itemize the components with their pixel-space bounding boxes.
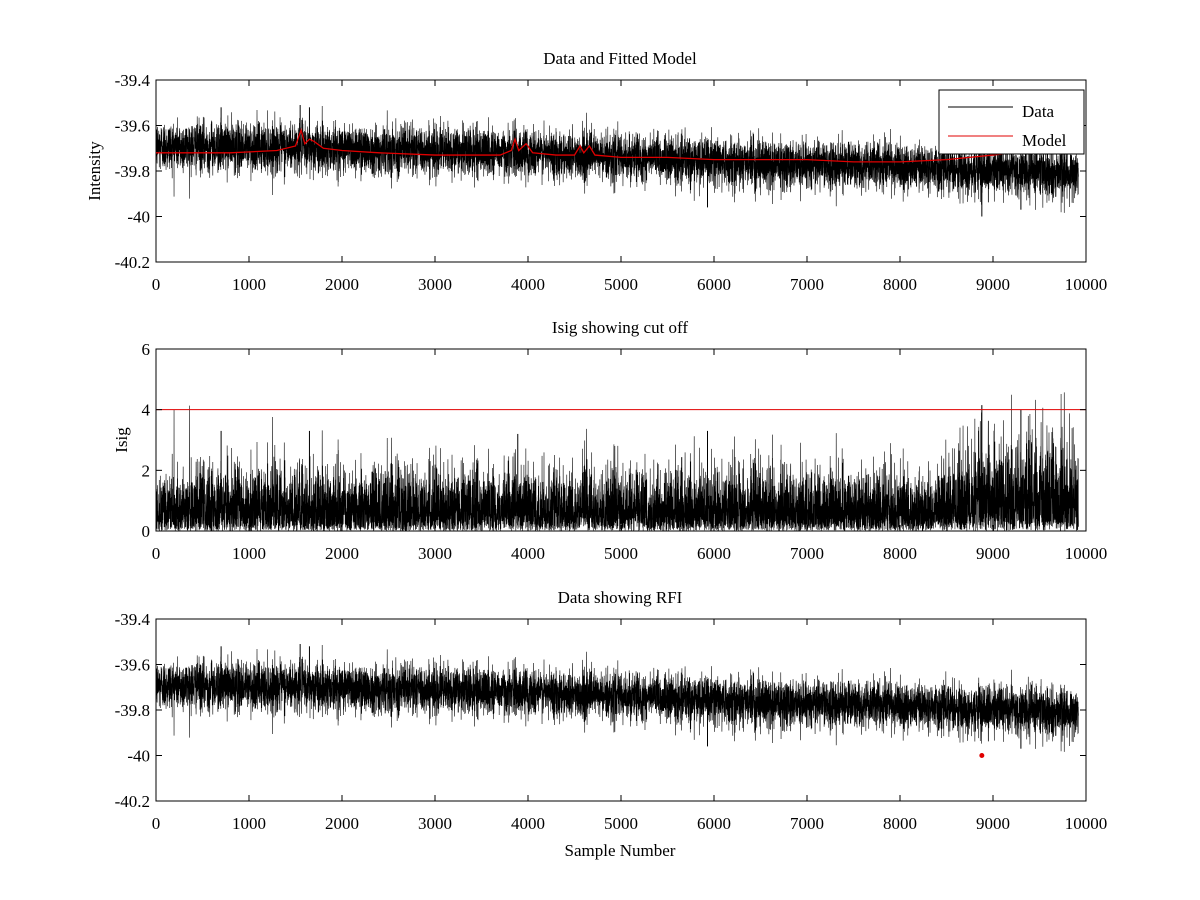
x-tick-label: 0 [152,814,161,833]
x-tick-label: 1000 [232,544,266,563]
y-tick-label: -39.6 [115,117,150,136]
plot-area: 0 1000 2000 3000 4000 5000 6000 7000 8000 9000 100… [115,71,1108,294]
x-tick-label: 5000 [604,275,638,294]
panel-isig-showing-cut-off: Isig showing cut off Isig 0 1000 2000 3000 4… [112,318,1107,563]
x-tick-label: 3000 [418,544,452,563]
x-tick-label: 3000 [418,275,452,294]
x-tick-label: 6000 [697,275,731,294]
x-tick-label: 6000 [697,544,731,563]
y-tick-label: -39.4 [115,71,151,90]
legend: Data Model [938,89,1085,155]
x-tick-label: 2000 [325,814,359,833]
x-tick-label: 1000 [232,275,266,294]
panel-data-showing-rfi: Data showing RFI Sample Number 0 1000 2000… [115,588,1108,860]
x-tick-label: 4000 [511,814,545,833]
x-tick-label: 10000 [1065,544,1108,563]
y-tick-label: 6 [142,340,151,359]
x-tick-label: 7000 [790,275,824,294]
x-tick-label: 7000 [790,544,824,563]
series-group [156,644,1079,752]
y-tick-label: 4 [142,401,151,420]
y-tick-label: -39.4 [115,610,151,629]
legend-box [938,89,1085,155]
x-tick-label: 0 [152,275,161,294]
x-tick-label: 5000 [604,544,638,563]
x-tick-label: 8000 [883,544,917,563]
series-model [156,127,1012,163]
y-tick-label: -39.6 [115,656,150,675]
x-tick-label: 8000 [883,275,917,294]
x-tick-label: 3000 [418,814,452,833]
x-tick-label: 10000 [1065,275,1108,294]
y-axis-label: Intensity [85,141,104,201]
y-tick-label: -39.8 [115,701,150,720]
y-tick-label: 0 [142,522,151,541]
x-tick-label: 2000 [325,275,359,294]
y-tick-label: -40 [127,747,150,766]
series-isig [156,392,1079,531]
panel-data-and-fitted-model: Data and Fitted Model Intensity 0 1000 200… [85,49,1107,294]
x-tick-label: 10000 [1065,814,1108,833]
x-tick-label: 1000 [232,814,266,833]
y-tick-label: -40.2 [115,253,150,272]
series-rfi-marker [979,753,985,758]
x-tick-label: 9000 [976,275,1010,294]
x-tick-label: 5000 [604,814,638,833]
panel-title: Isig showing cut off [552,318,688,337]
x-tick-label: 7000 [790,814,824,833]
panel-title: Data and Fitted Model [543,49,697,68]
y-tick-label: -40.2 [115,792,150,811]
y-tick-label: 2 [142,461,151,480]
x-tick-label: 9000 [976,544,1010,563]
y-tick-label: -40 [127,208,150,227]
series-group [156,105,1079,217]
x-tick-label: 9000 [976,814,1010,833]
plot-area: 0 1000 2000 3000 4000 5000 6000 7000 8000 9000 100… [115,610,1108,833]
series-group [156,392,1086,531]
x-tick-label: 4000 [511,544,545,563]
x-tick-label: 2000 [325,544,359,563]
x-tick-label: 0 [152,544,161,563]
x-tick-label: 6000 [697,814,731,833]
x-tick-label: 4000 [511,275,545,294]
x-axis-label: Sample Number [565,841,676,860]
plot-area: 0 1000 2000 3000 4000 5000 6000 7000 8000 9000 100… [142,340,1108,563]
panel-title: Data showing RFI [558,588,683,607]
legend-label-data: Data [1022,102,1055,121]
y-axis-label: Isig [112,427,131,453]
legend-label-model: Model [1022,131,1067,150]
y-tick-label: -39.8 [115,162,150,181]
x-tick-label: 8000 [883,814,917,833]
